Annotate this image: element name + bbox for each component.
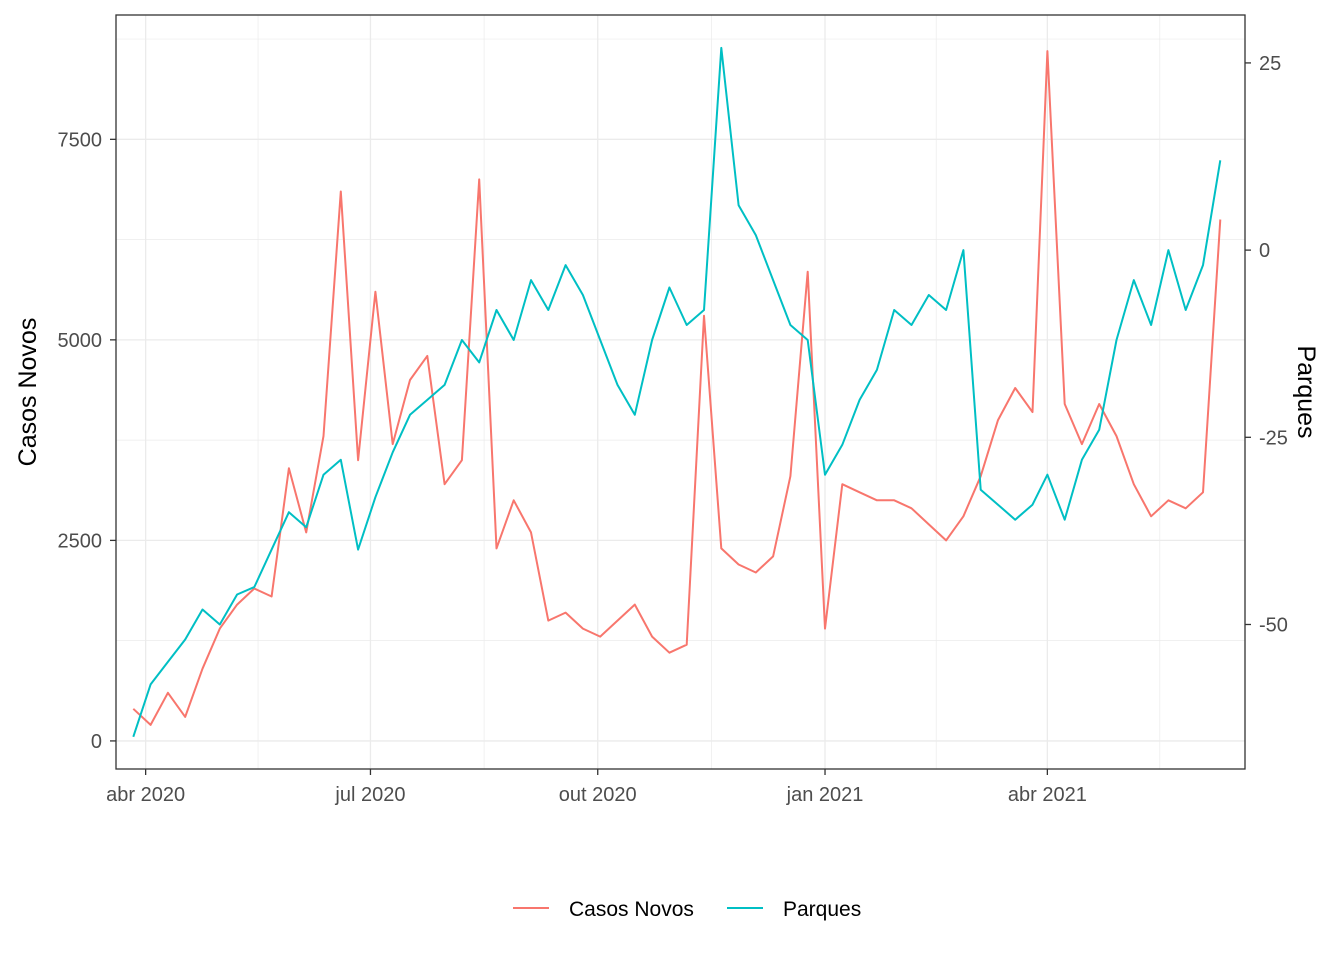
- minor-gridlines: [116, 15, 1245, 769]
- x-tick-label: jul 2020: [334, 784, 405, 806]
- series-layer: [132, 46, 1222, 738]
- x-axis: abr 2020 jul 2020 out 2020 jan 2021 abr 2021: [106, 769, 1087, 806]
- x-tick-label: out 2020: [559, 784, 637, 806]
- y2-tick-label: 25: [1259, 53, 1281, 75]
- x-tick-label: abr 2021: [1008, 784, 1087, 806]
- y-tick-label: 2500: [58, 530, 103, 552]
- y-axis-title: Casos Novos: [14, 318, 42, 467]
- y2-tick-label: 0: [1259, 240, 1270, 262]
- legend-label-casos-novos: Casos Novos: [569, 898, 694, 921]
- y2-axis-title: Parques: [1292, 345, 1320, 438]
- right-axis: -50 -25 0 25: [1245, 53, 1288, 636]
- series-line-casos-novos: [132, 50, 1222, 726]
- y-tick-label: 7500: [58, 129, 103, 151]
- y-tick-label: 0: [91, 731, 102, 753]
- series-line-parques: [132, 46, 1222, 738]
- major-gridlines: [116, 15, 1245, 769]
- plot-panel-border: [115, 14, 1246, 770]
- y2-tick-label: -50: [1259, 614, 1288, 636]
- x-tick-label: jan 2021: [786, 784, 864, 806]
- legend: Casos Novos Parques: [513, 898, 861, 921]
- legend-label-parques: Parques: [783, 898, 861, 921]
- left-axis: 0 2500 5000 7500: [58, 129, 116, 753]
- x-tick-label: abr 2020: [106, 784, 185, 806]
- y2-tick-label: -25: [1259, 427, 1288, 449]
- y-tick-label: 5000: [58, 330, 103, 352]
